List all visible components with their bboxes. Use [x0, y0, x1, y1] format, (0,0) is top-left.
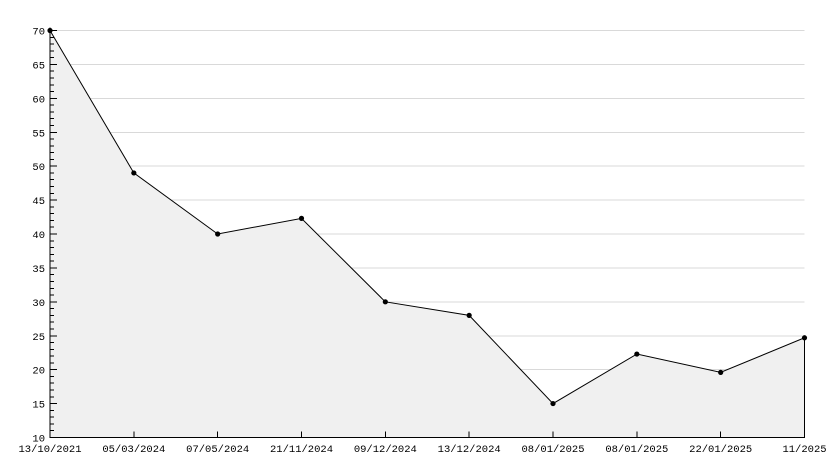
x-tick-label: 22/01/2025 — [689, 444, 752, 456]
data-markers — [47, 27, 808, 407]
data-point-marker — [298, 215, 305, 221]
data-point-marker — [718, 369, 724, 375]
y-tick-label: 25 — [32, 332, 45, 344]
y-tick-label: 55 — [32, 128, 45, 140]
data-point-marker — [634, 351, 640, 357]
data-point-marker — [382, 299, 388, 305]
x-tick-label: 08/01/2025 — [605, 444, 668, 456]
x-tick-labels: 13/10/2021 05/03/2024 07/05/2024 21/11/2024… — [18, 444, 826, 456]
x-tick-label: 09/12/2024 — [354, 444, 417, 456]
x-tick-label: 07/05/2024 — [186, 444, 249, 456]
x-tick-label: 13/10/2021 — [18, 444, 81, 456]
data-point-marker — [215, 231, 221, 237]
y-tick-label: 40 — [32, 230, 45, 242]
y-tick-label: 50 — [32, 162, 45, 174]
x-axis-ticks — [133, 431, 805, 438]
y-axis-ticks — [50, 30, 57, 438]
y-tick-label: 70 — [32, 27, 45, 39]
x-tick-label: 08/01/2025 — [521, 444, 584, 456]
data-point-marker — [131, 170, 137, 176]
data-point-marker — [550, 400, 556, 407]
x-tick-label: 13/12/2024 — [438, 444, 501, 456]
y-tick-label: 30 — [32, 298, 45, 310]
y-tick-label: 20 — [32, 366, 45, 378]
data-point-marker — [466, 312, 472, 318]
y-tick-labels: 10 15 20 25 30 35 40 45 50 55 60 65 70 — [32, 27, 45, 446]
data-point-marker — [801, 335, 808, 341]
y-tick-label: 35 — [32, 264, 45, 276]
y-tick-label: 65 — [32, 60, 45, 72]
x-tick-label: 21/11/2024 — [270, 444, 333, 456]
y-tick-label: 15 — [32, 400, 45, 412]
x-tick-label: 11/2025 — [782, 444, 826, 456]
y-tick-label: 60 — [32, 94, 45, 106]
y-tick-label: 45 — [32, 196, 45, 208]
y-tick-label: 10 — [32, 434, 45, 446]
x-tick-label: 05/03/2024 — [102, 444, 165, 456]
